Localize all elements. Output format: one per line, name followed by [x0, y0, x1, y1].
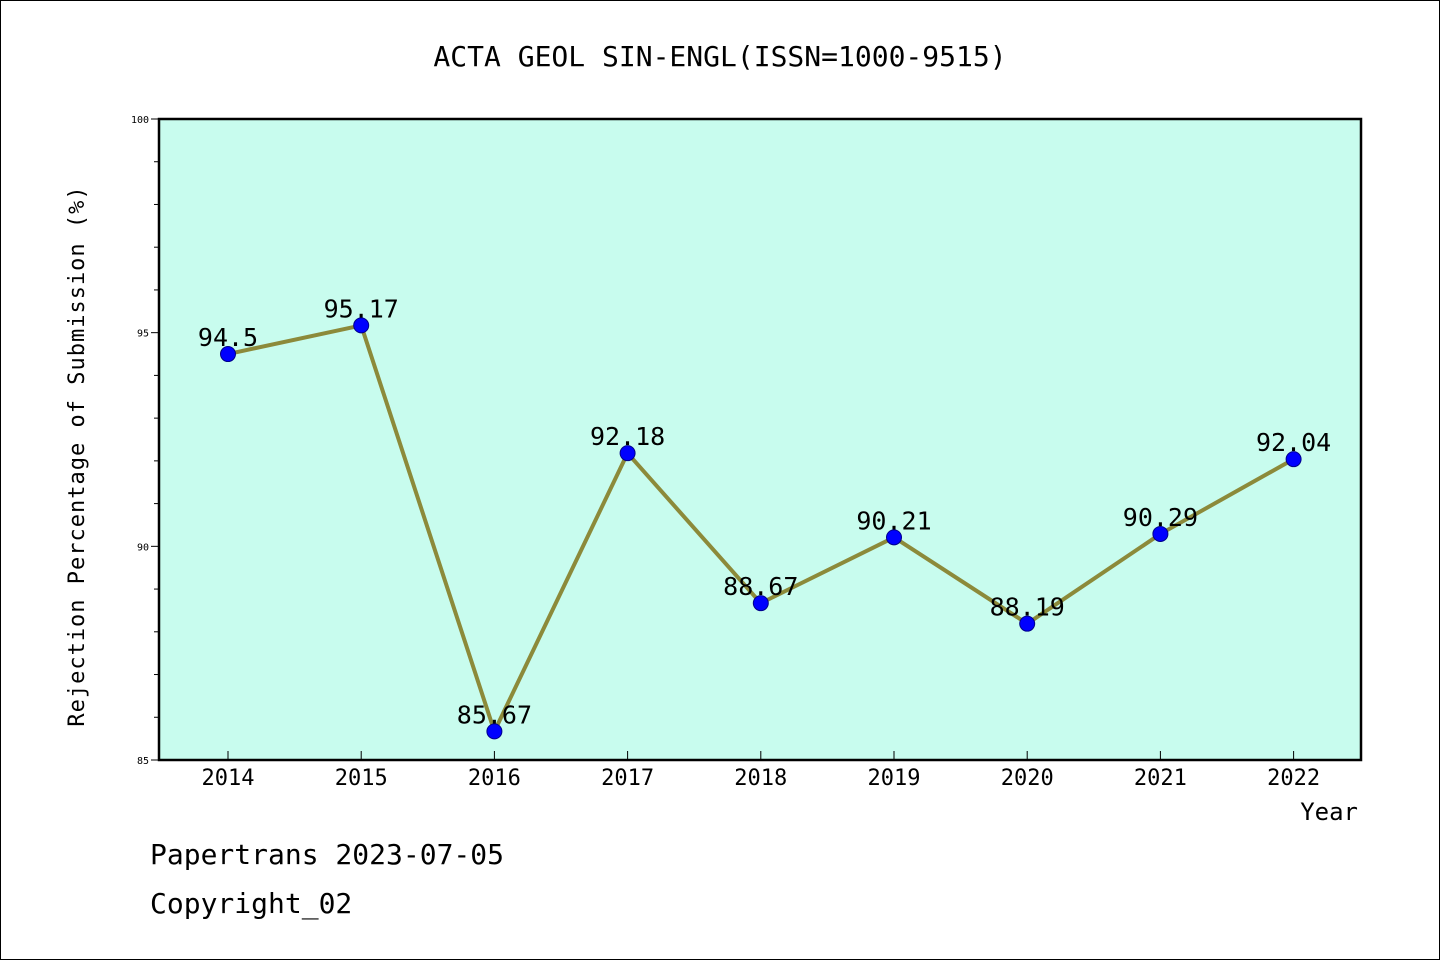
x-axis-label: Year [1300, 798, 1358, 826]
data-label-2016: 85.67 [457, 700, 532, 729]
y-tick-label: 95 [137, 329, 149, 340]
x-tick-label: 2020 [1001, 766, 1054, 791]
data-point-2015 [353, 317, 370, 334]
y-axis-label: Rejection Percentage of Submission (%) [65, 185, 90, 726]
footer-source: Papertrans 2023-07-05 [150, 838, 504, 871]
data-point-2020 [1019, 615, 1036, 632]
data-label-2020: 88.19 [990, 593, 1065, 622]
data-label-2014: 94.5 [198, 323, 258, 352]
data-point-2021 [1152, 525, 1169, 542]
data-point-2016 [486, 723, 503, 740]
data-point-2014 [220, 346, 236, 363]
data-point-2019 [886, 529, 902, 546]
data-labels: 94.5 95.17 85.67 92.18 88.67 90.21 88.19 90.29 9… [198, 294, 1331, 729]
x-tick-label: 2019 [868, 766, 921, 791]
data-label-2019: 90.21 [856, 506, 931, 535]
data-label-2022: 92.04 [1256, 428, 1331, 457]
data-point-2022 [1285, 451, 1302, 468]
data-label-2021: 90.29 [1123, 503, 1198, 532]
x-tick-label: 2021 [1134, 766, 1187, 791]
x-tick-label: 2017 [601, 766, 654, 791]
x-tick-label: 2022 [1267, 766, 1320, 791]
y-tick-label: 100 [131, 115, 149, 126]
y-minor-ticks [151, 118, 159, 761]
x-tick-label: 2018 [734, 766, 787, 791]
x-ticks: 2014 2015 2016 2017 2018 2019 2020 2021 2022 [202, 751, 1320, 791]
chart-title: ACTA GEOL SIN-ENGL(ISSN=1000-9515) [433, 40, 1006, 73]
data-point-2017 [619, 445, 636, 462]
footer-copyright: Copyright_02 [150, 887, 352, 921]
y-major-ticks: 85 90 95 100 [131, 115, 149, 767]
y-tick-label: 85 [137, 756, 149, 767]
data-label-2017: 92.18 [590, 422, 665, 451]
y-tick-label: 90 [137, 542, 149, 553]
data-label-2015: 95.17 [324, 294, 399, 323]
x-tick-label: 2015 [335, 766, 388, 791]
data-markers [220, 317, 1302, 740]
x-tick-label: 2016 [468, 766, 521, 791]
x-tick-label: 2014 [202, 766, 255, 791]
plot-area [157, 117, 1363, 762]
data-label-2018: 88.67 [723, 572, 798, 601]
data-point-2018 [752, 595, 769, 612]
